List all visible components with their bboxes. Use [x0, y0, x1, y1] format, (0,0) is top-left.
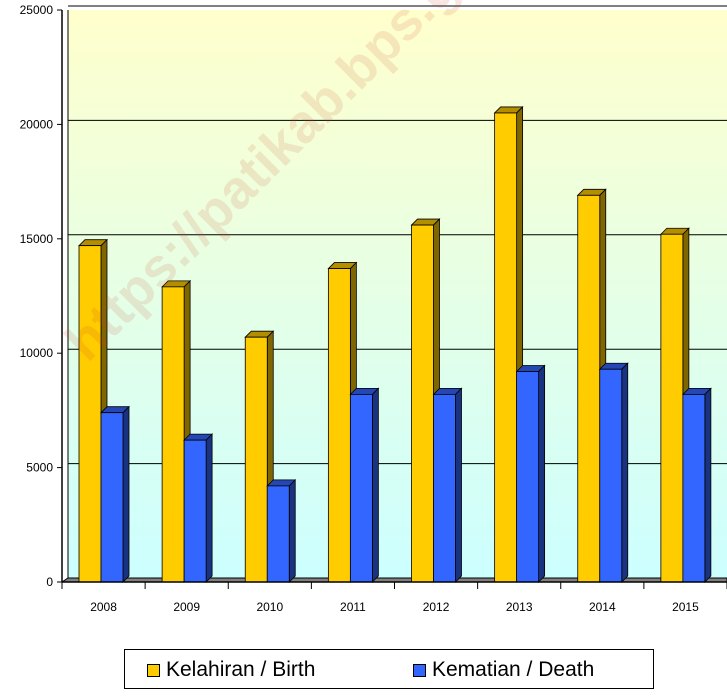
bar-front: [411, 224, 434, 583]
bar-front: [100, 412, 124, 583]
y-tick-label: 20000: [20, 117, 54, 131]
bar-front: [577, 194, 601, 583]
bar-front: [327, 268, 351, 583]
x-tick-label: 2010: [256, 600, 283, 614]
bar-2010-death: [266, 478, 297, 583]
bar-2011-death: [349, 387, 380, 583]
bar-front: [183, 439, 207, 583]
legend-swatch-birth: [147, 663, 160, 677]
bar-front: [494, 112, 518, 583]
legend: Kelahiran / Birth Kematian / Death: [124, 649, 654, 689]
y-tick-label: 0: [46, 575, 53, 589]
bar-front: [682, 393, 706, 583]
x-tick-label: 2012: [423, 600, 450, 614]
bar-front: [78, 245, 102, 583]
bar-2013-death: [515, 364, 546, 583]
legend-label-death: Kematian / Death: [432, 658, 595, 681]
x-tick-label: 2008: [90, 600, 117, 614]
y-tick-label: 25000: [20, 3, 54, 17]
bars: [78, 105, 712, 583]
bar-front: [266, 485, 290, 583]
bar-front: [433, 393, 456, 583]
x-tick-label: 2013: [506, 600, 533, 614]
bar-side: [621, 362, 629, 583]
x-tick-label: 2009: [173, 600, 200, 614]
bar-2013-birth: [493, 105, 524, 583]
y-tick-label: 15000: [20, 232, 54, 246]
y-tick-label: 5000: [26, 461, 53, 475]
bar-2008-death: [100, 405, 130, 583]
x-axis-ticks: 2008 2009 2010 2011 2012 2013 2014 2015: [61, 582, 727, 614]
bar-front: [599, 368, 623, 583]
legend-item-birth: Kelahiran / Birth: [147, 658, 315, 682]
x-tick-label: 2011: [340, 600, 366, 614]
bar-side: [704, 387, 712, 583]
legend-swatch-death: [413, 663, 426, 677]
bar-side: [538, 364, 546, 583]
bar-front: [516, 371, 540, 583]
y-tick-label: 10000: [20, 346, 54, 360]
legend-item-death: Kematian / Death: [413, 658, 594, 682]
bar-front: [244, 336, 268, 583]
bar-2012-death: [432, 387, 463, 583]
bar-2009-death: [183, 433, 214, 583]
bar-front: [349, 393, 373, 583]
x-tick-label: 2014: [589, 600, 616, 614]
legend-label-birth: Kelahiran / Birth: [166, 658, 316, 681]
bar-2014-death: [598, 362, 629, 583]
bar-2015-death: [681, 387, 712, 583]
bar-side: [371, 387, 379, 583]
bar-front: [161, 286, 185, 583]
bar-front: [660, 233, 684, 583]
bar-side: [455, 387, 462, 583]
bar-side: [205, 433, 213, 583]
y-axis-ticks: 0 5000 10000 15000 20000 25000: [20, 3, 62, 589]
x-tick-label: 2015: [672, 600, 699, 614]
bar-side: [288, 478, 296, 583]
bar-side: [122, 405, 130, 583]
